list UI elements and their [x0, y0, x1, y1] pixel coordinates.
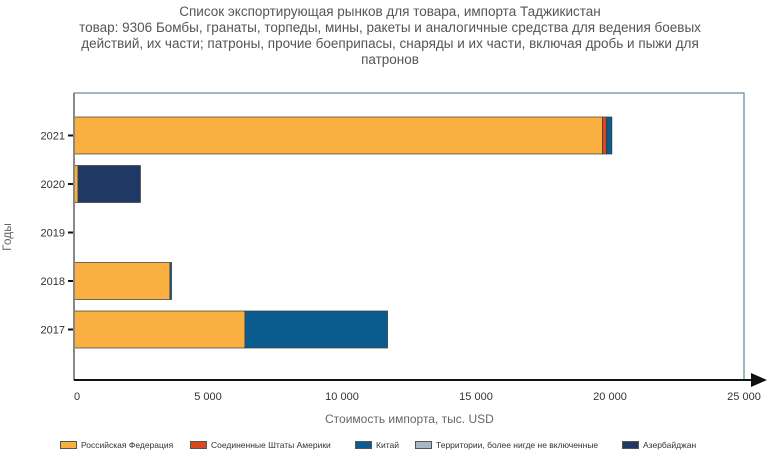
bars-group — [73, 116, 613, 349]
x-tick-label-15000: 15 000 — [459, 391, 493, 403]
legend-item-azerbaijan[interactable]: Азербайджан — [622, 440, 696, 450]
legend-swatch-china — [355, 441, 372, 449]
y-ticks-group: 2021 2020 2019 2018 2017 — [41, 131, 74, 337]
y-tick-label-2021: 2021 — [41, 131, 65, 143]
bar-2017-series-2[interactable] — [244, 310, 388, 349]
legend-label-china: Китай — [376, 440, 399, 450]
x-tick-label-10000: 10 000 — [325, 391, 359, 403]
legend-label-russia: Российская Федерация — [81, 440, 174, 450]
legend-label-azerbaijan: Азербайджан — [643, 440, 697, 450]
y-tick-label-2020: 2020 — [41, 179, 65, 191]
bar-2020-series-4[interactable] — [77, 165, 141, 203]
bar-2021-series-2[interactable] — [606, 116, 613, 155]
bar-2018-series-2[interactable] — [169, 262, 172, 300]
chart-title-line-4: патронов — [361, 52, 419, 67]
legend-item-china[interactable]: Китай — [355, 440, 399, 450]
y-axis-label: Годы — [0, 223, 14, 251]
chart-title: Список экспортирующая рынков для товара,… — [0, 4, 780, 68]
bar-2021-series-0[interactable] — [73, 116, 603, 155]
x-axis-label: Стоимость импорта, тыс. USD — [325, 412, 494, 426]
legend-item-russia[interactable]: Российская Федерация — [60, 440, 173, 450]
y-tick-label-2018: 2018 — [41, 276, 65, 288]
chart-title-line-1: Список экспортирующая рынков для товара,… — [179, 4, 601, 19]
legend-swatch-russia — [60, 441, 77, 449]
legend-item-usa[interactable]: Соединенные Штаты Америки — [190, 440, 331, 450]
legend-label-usa: Соединенные Штаты Америки — [211, 440, 331, 450]
bar-2017-series-0[interactable] — [73, 310, 246, 349]
x-tick-label-5000: 5 000 — [194, 391, 222, 403]
x-tick-label-20000: 20 000 — [593, 391, 627, 403]
legend-swatch-usa — [190, 441, 207, 449]
chart-title-line-2: товар: 9306 Бомбы, гранаты, торпеды, мин… — [79, 20, 701, 35]
x-tick-label-25000: 25 000 — [727, 391, 761, 403]
bar-2021-series-1[interactable] — [602, 116, 607, 155]
bar-chart: 2021 2020 2019 2018 2017 0 5 000 10 000 15 000 2… — [0, 92, 767, 426]
bar-2018-series-0[interactable] — [73, 262, 171, 300]
y-tick-label-2019: 2019 — [41, 228, 65, 240]
legend-item-territories[interactable]: Территории, более нигде не включенные — [415, 440, 598, 450]
x-tick-label-0: 0 — [74, 391, 80, 403]
chart-title-line-3: действий, их части; патроны, прочие боеп… — [81, 36, 699, 51]
chart-legend: Российская Федерация Соединенные Штаты А… — [60, 440, 780, 456]
x-axis-arrow-icon — [751, 373, 767, 387]
legend-swatch-territories — [415, 441, 432, 449]
legend-label-territories: Территории, более нигде не включенные — [436, 440, 599, 450]
y-tick-label-2017: 2017 — [41, 325, 65, 337]
legend-swatch-azerbaijan — [622, 441, 639, 449]
x-ticks-group: 0 5 000 10 000 15 000 20 000 25 000 — [74, 391, 761, 403]
